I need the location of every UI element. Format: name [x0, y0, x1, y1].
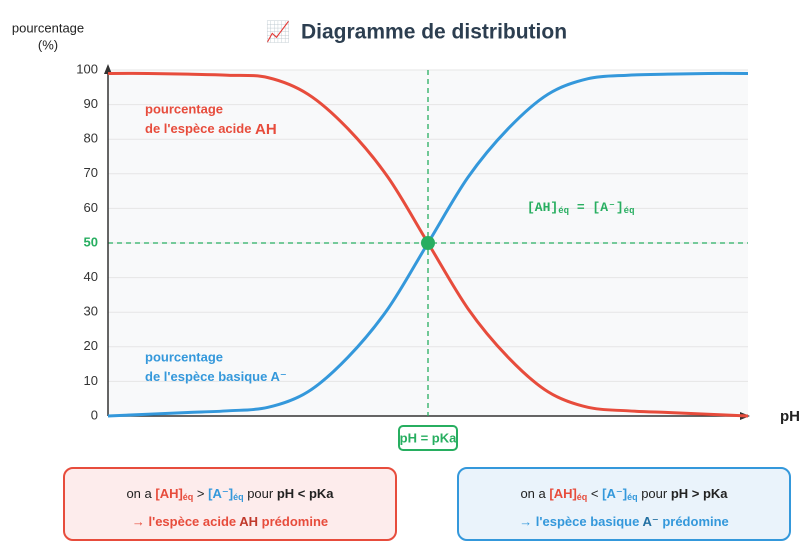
y-label: (%) — [38, 37, 58, 52]
annotation: pourcentage — [145, 101, 223, 116]
x-tick-label: pH = pKa — [400, 430, 457, 445]
y-tick-label: 80 — [84, 131, 98, 146]
text: prédomine — [258, 514, 329, 529]
box-line: → l'espèce acide AH prédomine — [65, 514, 395, 529]
y-label: pourcentage — [12, 20, 84, 35]
text: AH — [239, 514, 259, 529]
text: éq — [576, 492, 588, 502]
annotation: [AH]éq = [A⁻]éq — [527, 200, 634, 216]
text: pour — [243, 486, 277, 501]
y-axis-arrow — [104, 64, 112, 74]
text: éq — [627, 492, 638, 502]
box-line: on a [AH]éq < [A⁻]éq pour pH > pKa — [459, 486, 789, 502]
box-line: → l'espèce basique A⁻ prédomine — [459, 514, 789, 530]
y-tick-label: 30 — [84, 304, 98, 319]
y-tick-label: 70 — [84, 165, 98, 180]
annotation: de l'espèce basique A⁻ — [145, 369, 287, 384]
text: on a — [520, 486, 550, 501]
text: → l'espèce basique — [519, 514, 643, 529]
x-label: pH — [780, 408, 800, 425]
info-box: on a [AH]éq < [A⁻]éq pour pH > pKa → l'e… — [457, 467, 791, 541]
y-tick-label: 20 — [84, 338, 98, 353]
text: de l'espèce acide — [145, 121, 255, 136]
annotation: pourcentage — [145, 349, 223, 364]
text: éq — [233, 492, 244, 502]
text: = [A⁻] — [569, 200, 624, 215]
info-box: on a [AH]éq > [A⁻]éq pour pH < pKa → l'e… — [63, 467, 397, 541]
y-tick-label: 10 — [84, 373, 98, 388]
text: [AH] — [549, 486, 577, 501]
text: [A⁻] — [602, 486, 628, 501]
text: éq — [624, 206, 635, 216]
text: A⁻ — [270, 369, 286, 384]
pka-label-box — [398, 425, 458, 451]
title-icon: 📈 — [266, 19, 291, 43]
y-tick-label: 60 — [84, 200, 98, 215]
box-line: on a [AH]éq > [A⁻]éq pour pH < pKa — [65, 486, 395, 502]
text: [AH] — [527, 200, 558, 215]
text: prédomine — [658, 514, 729, 529]
text: < — [587, 486, 603, 501]
text: de l'espèce basique — [145, 369, 270, 384]
text: éq — [558, 206, 569, 216]
text: A⁻ — [642, 514, 659, 529]
y-tick-label: 100 — [76, 61, 98, 76]
y-tick-label: 90 — [84, 96, 98, 111]
text: [AH] — [155, 486, 183, 501]
text: pH < pKa — [276, 486, 334, 501]
text: pour — [637, 486, 671, 501]
y-tick-label: 40 — [84, 269, 98, 284]
text: éq — [182, 492, 194, 502]
text: AH — [255, 121, 277, 138]
text: → l'espèce acide — [131, 514, 240, 529]
intersection-point — [421, 236, 435, 250]
text: [A⁻] — [208, 486, 234, 501]
y-tick-label: 50 — [84, 234, 98, 249]
annotation: de l'espèce acide AH — [145, 121, 277, 138]
text: on a — [126, 486, 156, 501]
text: > — [193, 486, 209, 501]
y-tick-label: 0 — [91, 407, 98, 422]
chart-title: Diagramme de distribution — [301, 21, 567, 44]
text: pH > pKa — [670, 486, 728, 501]
